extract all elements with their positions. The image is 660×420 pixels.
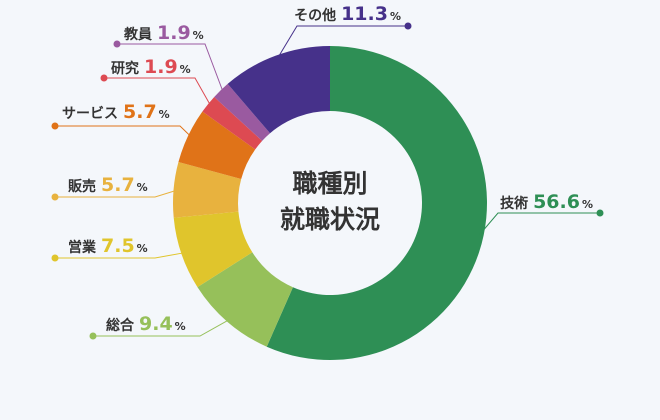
slice-label-percent-sign: % — [137, 242, 148, 255]
slice-label-name: 総合 — [106, 317, 135, 334]
slice-label-6: 研究 1.9% — [111, 56, 191, 78]
slice-label-name: 技術 — [500, 195, 528, 212]
slice-label-name: 研究 — [111, 60, 139, 77]
donut-slice-5 — [178, 111, 256, 180]
slices-layer — [173, 46, 488, 361]
leader-line-4 — [55, 189, 178, 198]
leader-dot-7 — [113, 40, 121, 48]
leader-line-7 — [117, 43, 224, 94]
leader-line-3 — [55, 252, 186, 259]
slice-label-7: 教員 1.9% — [124, 22, 204, 44]
donut-slice-4 — [173, 162, 242, 218]
slice-label-percent-sign: % — [390, 10, 401, 23]
leader-line-5 — [55, 125, 193, 138]
leader-line-6 — [104, 77, 212, 107]
leader-dot-2 — [89, 332, 97, 340]
leader-dot-8 — [404, 22, 412, 30]
slice-label-value: 56.6 — [533, 191, 580, 213]
slice-label-name: 教員 — [124, 26, 152, 43]
leader-line-2 — [93, 318, 231, 337]
slice-label-5: サービス 5.7% — [62, 101, 170, 123]
donut-slice-7 — [214, 83, 271, 141]
leader-line-1 — [479, 212, 600, 235]
labels-layer: 技術 56.6 %総合 9.4 %営業 7.5 %販売 5.7 %サービス 5.7 %研究 1.9 %教… — [62, 3, 593, 335]
chart-title-line-2: 就職状況 — [280, 205, 380, 234]
donut-slice-2 — [197, 252, 293, 347]
slice-label-percent-sign: % — [193, 29, 204, 42]
leader-line-8 — [276, 25, 408, 60]
chart-title-line-1: 職種別 — [292, 169, 367, 198]
donut-slice-3 — [173, 211, 253, 288]
slice-label-name: 営業 — [68, 239, 97, 256]
slice-label-value: 5.7 — [101, 174, 135, 196]
donut-slice-8 — [227, 46, 330, 134]
slice-label-percent-sign: % — [159, 108, 170, 121]
leader-dot-3 — [51, 254, 59, 262]
slice-label-3: 営業 7.5% — [68, 235, 148, 257]
leader-dot-1 — [596, 209, 604, 217]
slice-label-percent-sign: % — [175, 320, 186, 333]
leader-lines-layer — [51, 22, 604, 340]
slice-label-value: 11.3 — [341, 3, 388, 25]
slice-label-value: 1.9 — [157, 22, 191, 44]
slice-label-percent-sign: % — [137, 181, 148, 194]
slice-label-4: 販売 5.7% — [68, 174, 148, 196]
leader-dot-6 — [100, 74, 108, 82]
slice-label-value: 5.7 — [123, 101, 157, 123]
donut-slice-1 — [266, 46, 488, 361]
slice-label-8: その他 11.3% — [294, 3, 401, 25]
slice-label-1: 技術 56.6% — [500, 191, 593, 213]
slice-label-name: その他 — [294, 7, 336, 24]
slice-label-2: 総合 9.4% — [106, 313, 186, 335]
slice-label-percent-sign: % — [180, 63, 191, 76]
slice-label-percent-sign: % — [582, 198, 593, 211]
slice-label-value: 9.4 — [139, 313, 173, 335]
slice-label-name: サービス — [62, 106, 118, 122]
slice-label-value: 1.9 — [144, 56, 178, 78]
donut-slice-6 — [202, 96, 263, 150]
leader-dot-4 — [51, 193, 59, 201]
leader-dot-5 — [51, 122, 59, 130]
slice-label-name: 販売 — [68, 178, 96, 195]
slice-label-value: 7.5 — [101, 235, 135, 257]
